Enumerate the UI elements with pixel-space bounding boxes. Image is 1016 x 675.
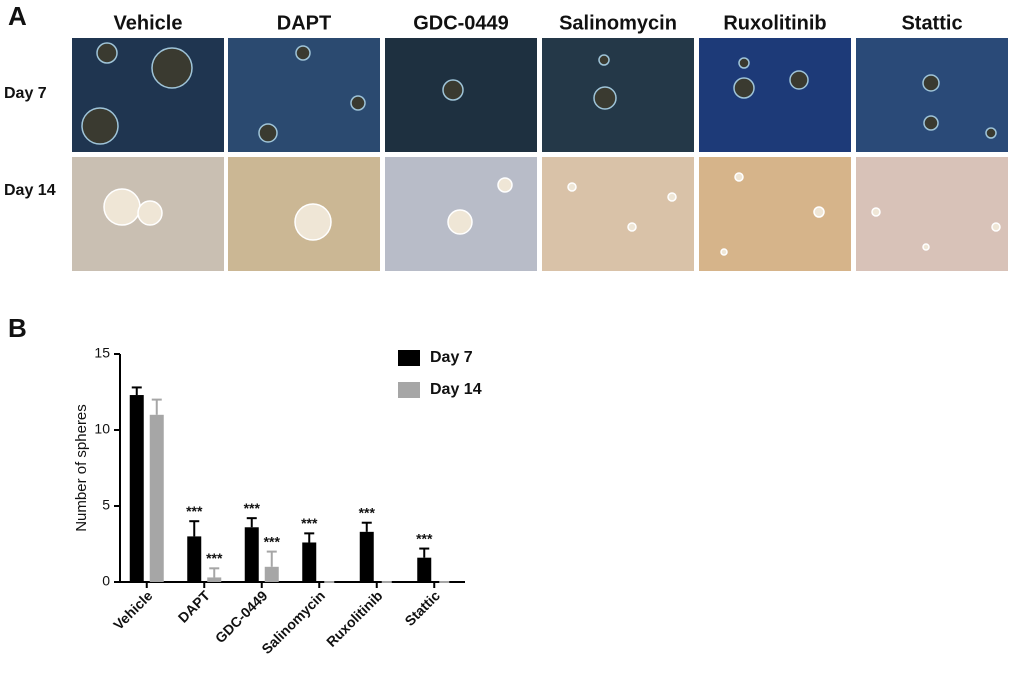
x-tick-label: Ruxolitinib <box>323 587 385 649</box>
micrograph <box>856 157 1008 271</box>
sphere <box>294 203 332 241</box>
column-header: Salinomycin <box>559 12 677 34</box>
significance: *** <box>301 515 318 531</box>
sphere <box>295 45 311 61</box>
sphere <box>733 77 755 99</box>
y-tick-label: 10 <box>94 421 110 437</box>
column-header: Stattic <box>901 12 962 34</box>
x-tick-label: DAPT <box>175 587 214 626</box>
bar <box>359 531 374 582</box>
micrograph <box>542 157 694 271</box>
sphere <box>738 57 750 69</box>
sphere <box>258 123 278 143</box>
sphere <box>923 115 939 131</box>
sphere <box>922 74 940 92</box>
bar <box>149 414 164 582</box>
legend-label: Day 14 <box>430 381 482 398</box>
sphere <box>813 206 825 218</box>
sphere <box>598 54 610 66</box>
sphere <box>497 177 513 193</box>
sphere <box>96 42 118 64</box>
legend-label: Day 7 <box>430 349 473 366</box>
x-tick-label: Vehicle <box>110 587 156 633</box>
sphere <box>871 207 881 217</box>
y-tick-label: 5 <box>102 497 110 513</box>
x-tick-label: Stattic <box>401 587 443 629</box>
sphere <box>985 127 997 139</box>
sphere <box>667 192 677 202</box>
sphere <box>567 182 577 192</box>
y-tick-label: 0 <box>102 573 110 589</box>
bar <box>417 557 432 582</box>
micrograph <box>856 38 1008 152</box>
y-axis-label: Number of spheres <box>73 404 90 532</box>
column-header: DAPT <box>277 12 331 34</box>
panel-label: A <box>8 1 27 31</box>
micrograph <box>542 38 694 152</box>
y-tick-label: 15 <box>94 345 110 361</box>
bar <box>207 577 222 582</box>
bar <box>187 536 202 582</box>
sphere <box>922 243 930 251</box>
significance: *** <box>244 500 261 516</box>
bar <box>244 527 259 582</box>
sphere <box>593 86 617 110</box>
sphere <box>991 222 1001 232</box>
significance: *** <box>264 533 281 549</box>
row-label: Day 14 <box>4 182 56 199</box>
column-header: Ruxolitinib <box>723 12 826 34</box>
sphere <box>789 70 809 90</box>
bar <box>129 395 144 582</box>
sphere <box>81 107 119 145</box>
significance: *** <box>186 503 203 519</box>
x-tick-label: GDC-0449 <box>212 587 271 646</box>
sphere <box>103 188 141 226</box>
sphere <box>151 47 193 89</box>
column-header: Vehicle <box>114 12 183 34</box>
column-header: GDC-0449 <box>413 12 509 34</box>
panel-label: B <box>8 313 27 343</box>
micrograph <box>699 38 851 152</box>
row-label: Day 7 <box>4 85 47 102</box>
sphere <box>447 209 473 235</box>
significance: *** <box>359 504 376 520</box>
sphere <box>137 200 163 226</box>
bar <box>302 542 317 582</box>
legend-swatch <box>398 350 420 366</box>
sphere <box>442 79 464 101</box>
sphere <box>734 172 744 182</box>
legend-swatch <box>398 382 420 398</box>
sphere <box>627 222 637 232</box>
significance: *** <box>416 530 433 546</box>
sphere <box>720 248 728 256</box>
bar <box>264 566 279 582</box>
significance: *** <box>206 550 223 566</box>
sphere <box>350 95 366 111</box>
